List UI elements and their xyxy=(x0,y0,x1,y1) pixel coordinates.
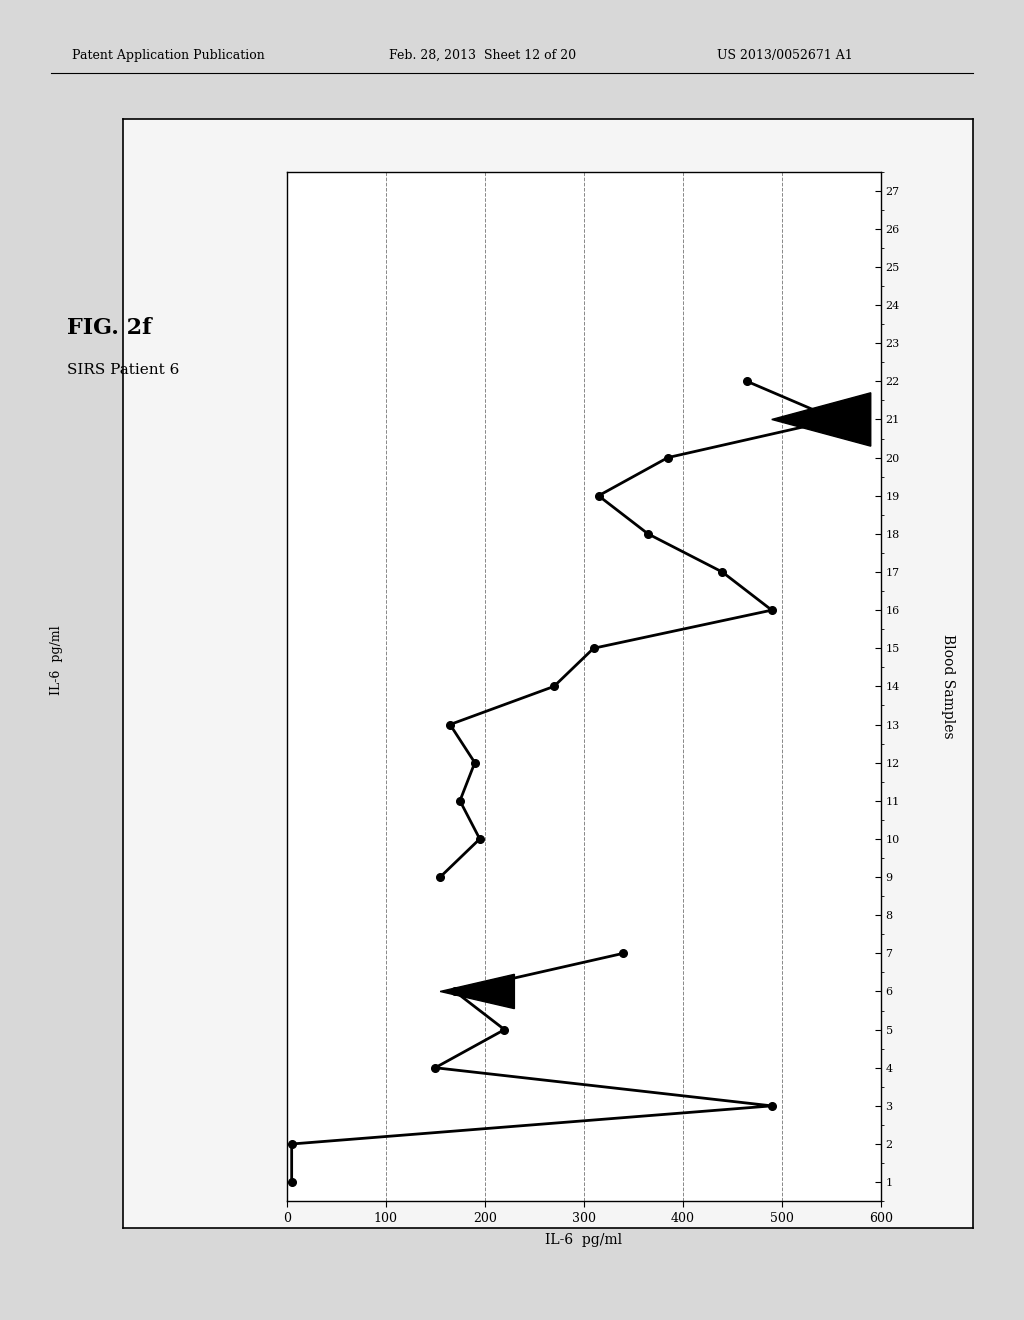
Text: SIRS Patient 6: SIRS Patient 6 xyxy=(67,363,179,378)
Polygon shape xyxy=(440,974,514,1008)
Text: IL-6  pg/ml: IL-6 pg/ml xyxy=(50,626,62,694)
Text: Feb. 28, 2013  Sheet 12 of 20: Feb. 28, 2013 Sheet 12 of 20 xyxy=(389,49,577,62)
Text: FIG. 2f: FIG. 2f xyxy=(67,317,152,339)
Text: Patent Application Publication: Patent Application Publication xyxy=(72,49,264,62)
Polygon shape xyxy=(772,393,870,446)
X-axis label: IL-6  pg/ml: IL-6 pg/ml xyxy=(545,1233,623,1247)
Text: US 2013/0052671 A1: US 2013/0052671 A1 xyxy=(717,49,853,62)
Y-axis label: Blood Samples: Blood Samples xyxy=(941,634,955,739)
